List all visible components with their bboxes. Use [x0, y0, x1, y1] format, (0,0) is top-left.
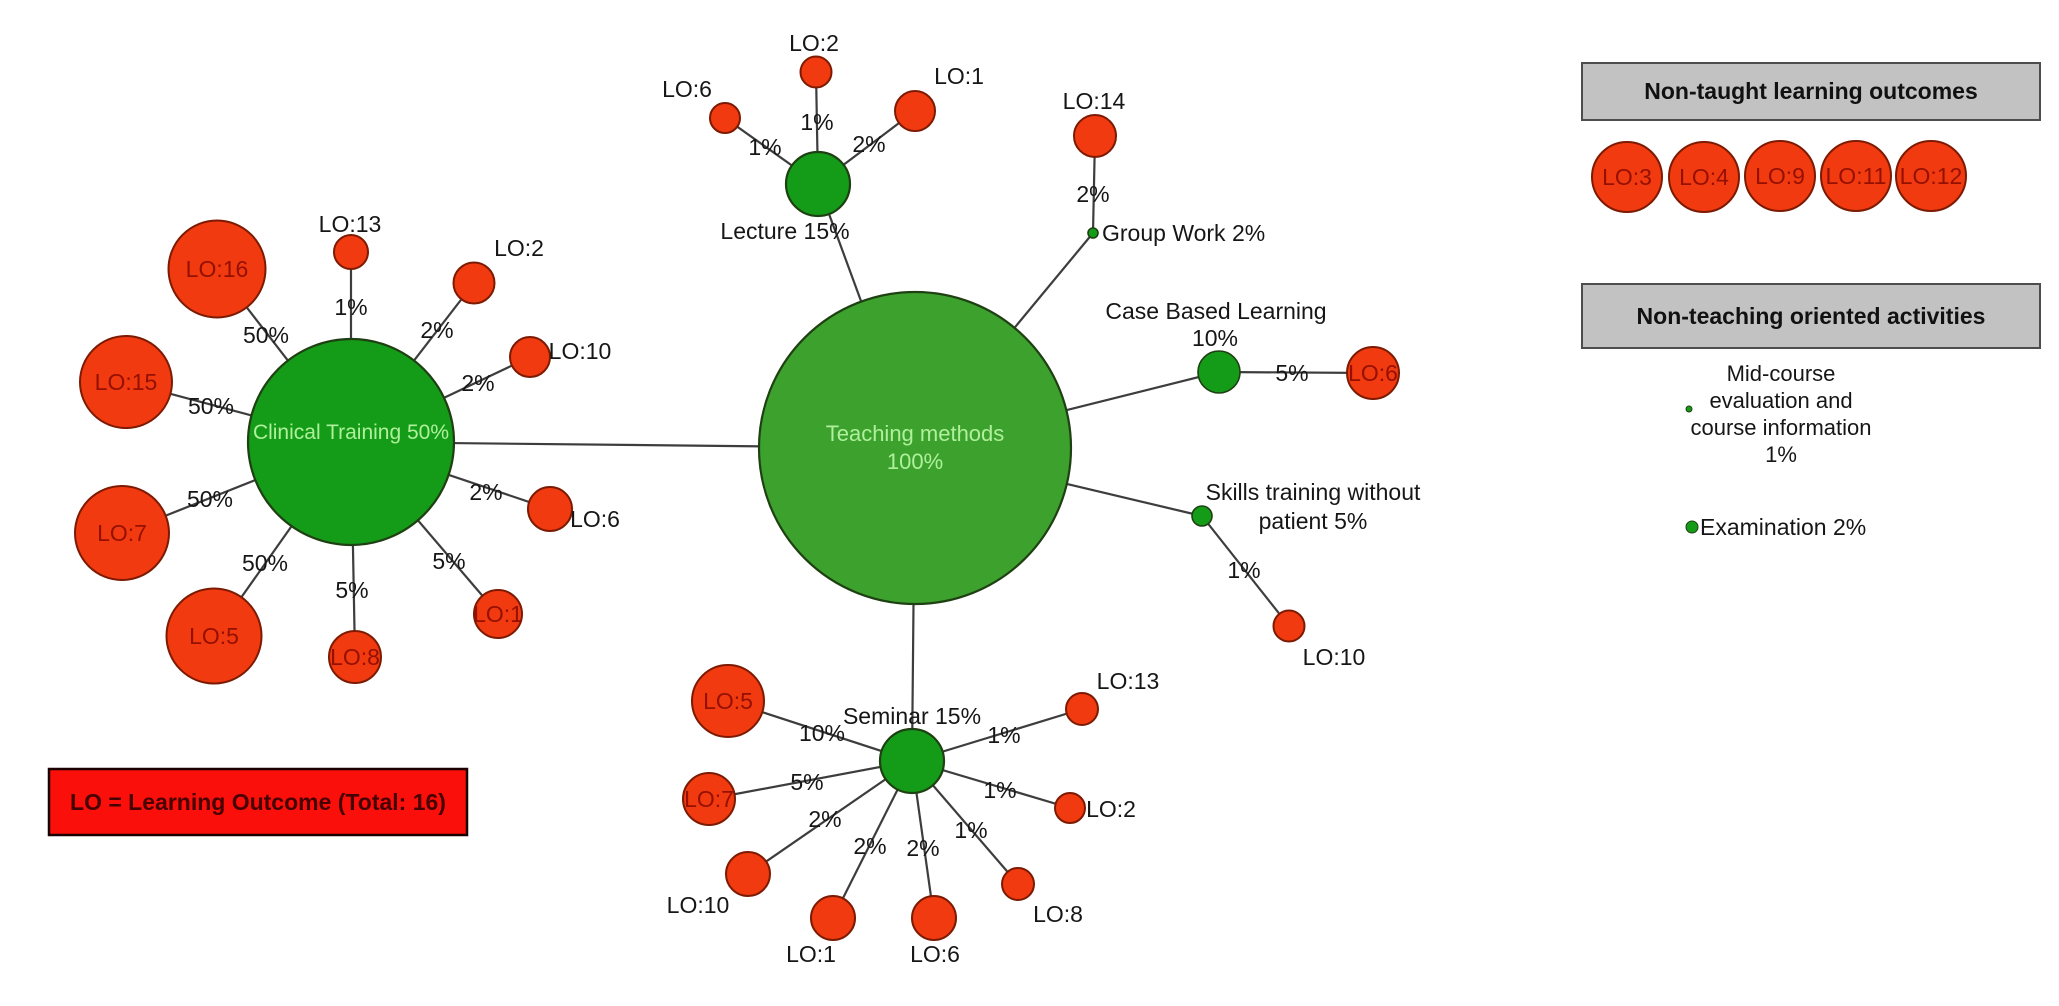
svg-text:2%: 2% — [852, 131, 885, 157]
svg-text:LO:2: LO:2 — [789, 30, 839, 56]
svg-text:LO:10: LO:10 — [549, 338, 612, 364]
svg-text:patient 5%: patient 5% — [1259, 508, 1368, 534]
svg-text:LO:10: LO:10 — [667, 892, 730, 918]
svg-text:1%: 1% — [1765, 442, 1797, 467]
svg-text:LO:1: LO:1 — [934, 63, 984, 89]
svg-text:5%: 5% — [790, 769, 823, 795]
svg-text:50%: 50% — [242, 550, 288, 576]
svg-text:evaluation and: evaluation and — [1709, 388, 1852, 413]
svg-text:LO:6: LO:6 — [910, 941, 960, 967]
svg-text:LO:7: LO:7 — [684, 786, 734, 812]
svg-text:LO:5: LO:5 — [703, 688, 753, 714]
svg-text:50%: 50% — [243, 322, 289, 348]
svg-text:LO:14: LO:14 — [1063, 88, 1126, 114]
svg-text:1%: 1% — [983, 777, 1016, 803]
svg-text:Non-taught learning outcomes: Non-taught learning outcomes — [1644, 78, 1978, 104]
svg-text:Clinical Training 50%: Clinical Training 50% — [253, 421, 449, 444]
svg-text:10%: 10% — [799, 720, 845, 746]
svg-text:1%: 1% — [334, 294, 367, 320]
svg-text:LO:16: LO:16 — [186, 256, 249, 282]
svg-text:course information: course information — [1691, 415, 1872, 440]
svg-text:50%: 50% — [188, 393, 234, 419]
svg-text:2%: 2% — [469, 479, 502, 505]
svg-text:2%: 2% — [906, 835, 939, 861]
svg-text:Skills training without: Skills training without — [1206, 479, 1421, 505]
svg-text:LO:1: LO:1 — [473, 601, 523, 627]
svg-text:LO:6: LO:6 — [662, 76, 712, 102]
svg-text:5%: 5% — [432, 548, 465, 574]
svg-text:Mid-course: Mid-course — [1727, 361, 1836, 386]
svg-text:LO:12: LO:12 — [1900, 163, 1963, 189]
svg-text:Seminar 15%: Seminar 15% — [843, 703, 981, 729]
svg-text:2%: 2% — [853, 833, 886, 859]
svg-text:LO:2: LO:2 — [1086, 796, 1136, 822]
svg-text:LO:11: LO:11 — [1826, 163, 1887, 189]
svg-text:Non-teaching oriented activiti: Non-teaching oriented activities — [1637, 303, 1986, 329]
svg-text:Lecture 15%: Lecture 15% — [720, 218, 849, 244]
svg-text:LO:3: LO:3 — [1602, 164, 1652, 190]
svg-text:LO:15: LO:15 — [95, 369, 158, 395]
svg-text:LO:7: LO:7 — [97, 520, 147, 546]
svg-text:LO:1: LO:1 — [786, 941, 836, 967]
svg-text:2%: 2% — [808, 806, 841, 832]
svg-text:1%: 1% — [954, 817, 987, 843]
svg-text:LO:4: LO:4 — [1679, 164, 1729, 190]
svg-text:10%: 10% — [1192, 325, 1238, 351]
svg-text:LO:13: LO:13 — [1097, 668, 1160, 694]
svg-text:Examination 2%: Examination 2% — [1700, 514, 1866, 540]
svg-text:LO:10: LO:10 — [1303, 644, 1366, 670]
svg-text:5%: 5% — [1275, 360, 1308, 386]
svg-text:2%: 2% — [1076, 181, 1109, 207]
svg-text:LO:6: LO:6 — [570, 506, 620, 532]
svg-text:2%: 2% — [420, 317, 453, 343]
svg-text:LO:13: LO:13 — [319, 211, 382, 237]
svg-text:1%: 1% — [748, 134, 781, 160]
svg-text:1%: 1% — [987, 722, 1020, 748]
svg-text:2%: 2% — [461, 370, 494, 396]
svg-text:LO:8: LO:8 — [1033, 901, 1083, 927]
svg-text:Case Based Learning: Case Based Learning — [1105, 298, 1326, 324]
svg-text:LO:5: LO:5 — [189, 623, 239, 649]
svg-text:LO:8: LO:8 — [330, 644, 380, 670]
svg-text:100%: 100% — [887, 449, 943, 474]
svg-text:LO = Learning Outcome (Total:: LO = Learning Outcome (Total: 16) — [70, 789, 446, 815]
svg-text:1%: 1% — [1227, 557, 1260, 583]
svg-text:LO:2: LO:2 — [494, 235, 544, 261]
svg-text:50%: 50% — [187, 486, 233, 512]
svg-text:LO:6: LO:6 — [1348, 360, 1398, 386]
svg-text:LO:9: LO:9 — [1755, 163, 1805, 189]
svg-text:Group Work 2%: Group Work 2% — [1102, 220, 1265, 246]
svg-text:1%: 1% — [800, 109, 833, 135]
svg-text:5%: 5% — [335, 577, 368, 603]
svg-text:Teaching methods: Teaching methods — [826, 421, 1005, 446]
